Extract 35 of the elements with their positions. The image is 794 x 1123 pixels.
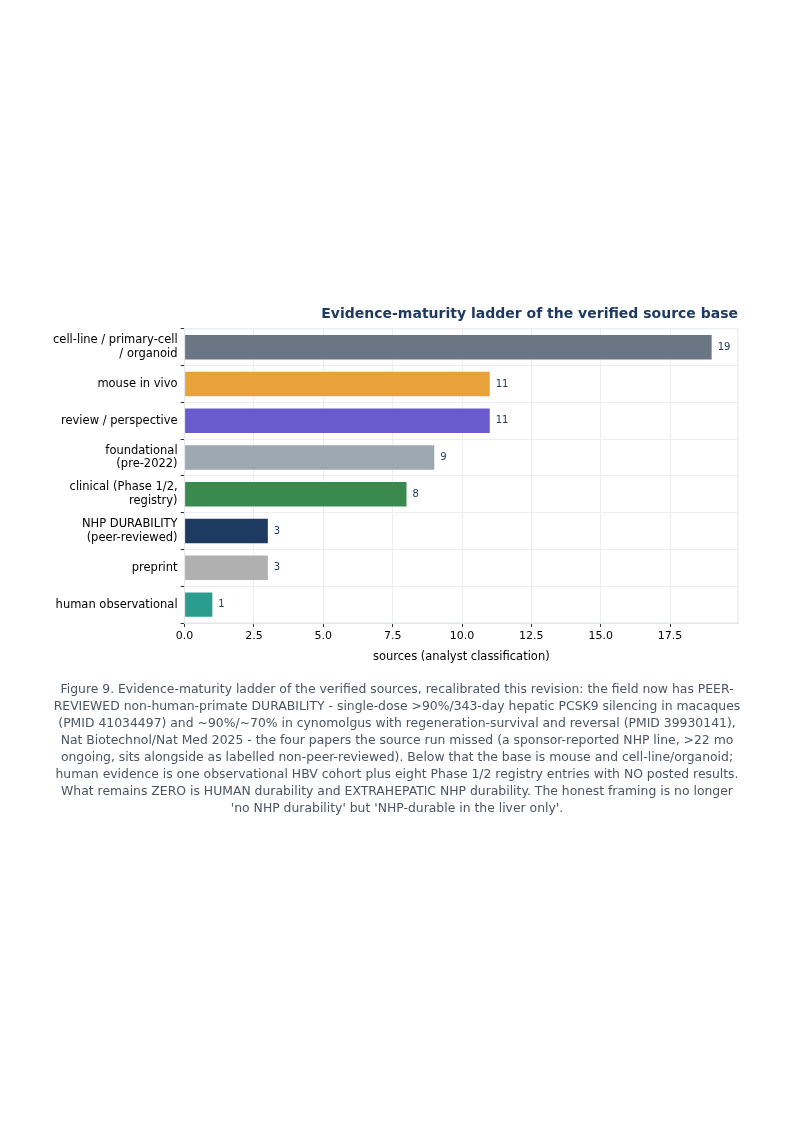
caption: Figure 9. Evidence-maturity ladder of the verified sources, recalibrated this revision: the field now has PEER-REVIEWED non-human-primate DURABILITY - single-dose >90%/343-day hepatic PCSK9 silencing in macaques (PMID 41034497) and ~90%/~70% in cynomolgus with regeneration-survival and reversal (PMID 39930141), Nat Biotechnol/Nat Med 2025 - the four papers the source run missed (a sponsor-reported NHP line, >22 mo ongoing, sits alongside as labelled non-peer-reviewed). Below that the base is mouse and cell-line/organoid; human evidence is one observational HBV cohort plus eight Phase 1/2 registry entries with NO posted results. What remains ZERO is HUMAN durability and EXTRAHEPATIC NHP durability. The honest framing is no longer 'no NHP durability' but 'NHP-durable in the liver only'. xyxy=(52,680,742,816)
data-label: 1 xyxy=(218,598,225,610)
x-tick-label: 12.5 xyxy=(519,629,544,643)
x-tick-label: 7.5 xyxy=(383,629,402,643)
bar xyxy=(185,482,407,507)
x-axis-title: sources (analyst classification) xyxy=(372,649,550,664)
chart-title: Evidence-maturity ladder of the verified source base xyxy=(321,305,738,322)
data-label: 11 xyxy=(495,377,509,389)
data-label: 19 xyxy=(717,340,731,352)
y-tick-label: clinical (Phase 1/2, registry) xyxy=(69,479,178,508)
y-tick-label: mouse in vivo xyxy=(97,375,178,390)
y-tick-label: foundational (pre-2022) xyxy=(105,442,178,471)
bar xyxy=(185,445,435,470)
bar xyxy=(185,334,712,360)
x-tick-label: 17.5 xyxy=(657,629,683,643)
x-tick-label: 15.0 xyxy=(588,629,613,643)
data-label: 11 xyxy=(495,414,509,426)
y-tick-label: preprint xyxy=(131,559,179,574)
x-tick-label: 5.0 xyxy=(314,629,333,643)
y-tick-label: review / perspective xyxy=(61,412,178,427)
bar xyxy=(185,592,213,617)
bar xyxy=(185,371,490,397)
x-tick-label: 2.5 xyxy=(245,629,263,643)
bar xyxy=(185,518,268,544)
y-tick-label: NHP DURABILITY (peer-reviewed) xyxy=(81,516,179,544)
x-tick-label: 0.0 xyxy=(175,629,194,643)
data-label: 8 xyxy=(412,487,419,499)
data-label: 3 xyxy=(273,561,281,573)
x-tick-label: 10.0 xyxy=(449,629,475,643)
y-tick-label: cell-line / primary-cell / organoid xyxy=(52,332,178,361)
data-label: 9 xyxy=(440,451,447,463)
y-tick-label: human observational xyxy=(55,596,178,611)
data-label: 3 xyxy=(273,524,281,536)
bar xyxy=(185,408,490,433)
bar xyxy=(185,555,268,581)
